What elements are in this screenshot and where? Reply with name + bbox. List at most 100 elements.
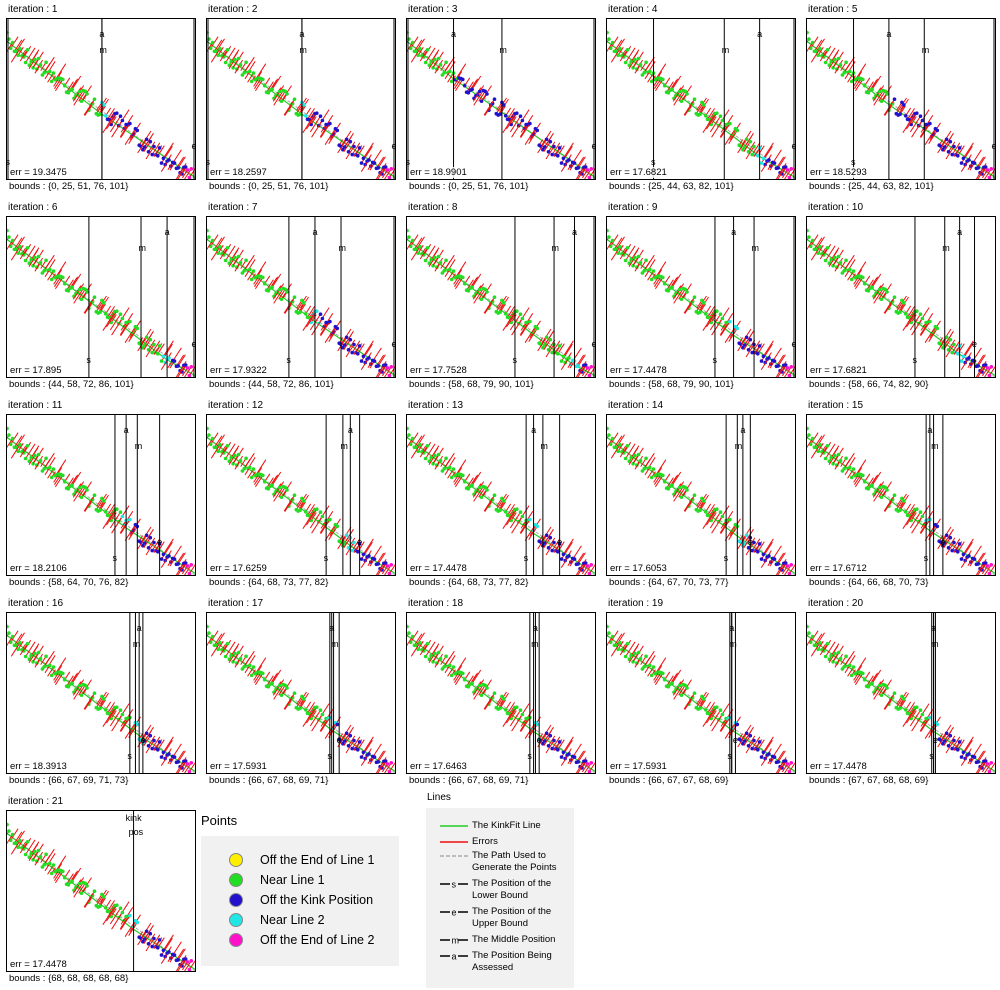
error-segment [707, 707, 716, 720]
legend-dot-icon [229, 893, 243, 907]
data-point [346, 744, 351, 748]
data-point [935, 722, 940, 727]
data-point [642, 664, 646, 669]
data-point [542, 145, 547, 149]
data-point [502, 301, 506, 305]
error-segment [666, 81, 674, 93]
data-point [915, 705, 919, 709]
data-point [520, 316, 525, 321]
error-segment [419, 247, 428, 260]
error-segment [584, 366, 592, 377]
iteration-title: iteration : 11 [8, 400, 63, 411]
data-point [561, 354, 566, 359]
data-point [233, 651, 237, 656]
data-point [283, 287, 287, 292]
data-point [249, 475, 254, 480]
error-segment [907, 707, 916, 720]
error-segment [707, 509, 716, 522]
data-point [251, 71, 256, 75]
iteration-panel: iteration : 19 s e m a err = 17.5931 bounds : … [600, 594, 800, 792]
data-point [703, 312, 708, 316]
error-segment [151, 934, 161, 947]
data-point [66, 289, 71, 293]
data-point [318, 708, 323, 712]
data-point [16, 647, 20, 651]
error-segment [810, 642, 821, 657]
data-point [218, 640, 222, 645]
data-point [29, 59, 33, 64]
data-point [277, 89, 282, 94]
error-segment [278, 289, 286, 300]
error-segment [357, 145, 365, 157]
data-point [102, 499, 106, 503]
error-segment [561, 145, 573, 164]
data-point [270, 87, 274, 92]
data-point [985, 366, 990, 370]
data-point [410, 40, 415, 45]
data-point [772, 359, 777, 363]
data-point [244, 60, 248, 65]
data-point [520, 712, 525, 717]
error-segment [810, 36, 819, 49]
error-segment [407, 438, 414, 449]
error-segment [988, 366, 995, 376]
error-segment [519, 322, 529, 336]
bound-label-e: e [792, 339, 796, 349]
data-point [61, 275, 65, 280]
data-point [189, 167, 194, 171]
data-point [161, 948, 166, 953]
data-point [629, 653, 633, 658]
data-point [483, 89, 487, 94]
data-point [77, 683, 82, 688]
data-point [407, 624, 409, 629]
data-point [625, 246, 630, 250]
error-segment [223, 640, 232, 652]
data-point [518, 312, 523, 316]
data-point [692, 691, 697, 695]
error-segment [53, 276, 62, 287]
data-point [861, 275, 865, 280]
error-segment [407, 240, 414, 251]
data-point [535, 128, 540, 133]
bound-label-e: e [940, 537, 945, 547]
data-point [342, 541, 347, 545]
error-segment [71, 75, 82, 90]
iteration-title: iteration : 20 [808, 598, 864, 609]
error-segment [843, 56, 855, 73]
error-segment [615, 434, 625, 448]
data-point [29, 851, 33, 856]
error-segment [977, 552, 986, 565]
bound-label-s: s [727, 751, 732, 761]
data-point [720, 316, 725, 321]
data-point [898, 310, 902, 314]
data-point [150, 944, 154, 949]
data-point [248, 663, 252, 668]
data-point [189, 365, 194, 369]
data-point [783, 165, 788, 169]
error-segment [162, 142, 174, 159]
error-segment [653, 78, 662, 89]
error-segment [777, 562, 787, 575]
error-segment [13, 39, 23, 52]
data-point [285, 686, 289, 690]
data-point [442, 268, 446, 273]
error-segment [623, 244, 632, 256]
data-point [557, 146, 562, 150]
data-point [342, 739, 347, 743]
data-point [444, 654, 448, 659]
error-segment [745, 344, 755, 358]
error-segment [757, 145, 765, 157]
data-point [648, 69, 652, 74]
error-segment [944, 334, 952, 346]
error-segment [47, 270, 54, 281]
error-segment [613, 435, 623, 448]
data-point [38, 260, 43, 265]
error-value: err = 17.9322 [210, 365, 267, 376]
data-point [7, 822, 9, 827]
error-value: err = 17.4478 [410, 563, 467, 574]
error-segment [254, 475, 264, 488]
bounds-label: bounds : {58, 64, 70, 76, 82} [9, 577, 129, 588]
error-segment [410, 444, 421, 459]
